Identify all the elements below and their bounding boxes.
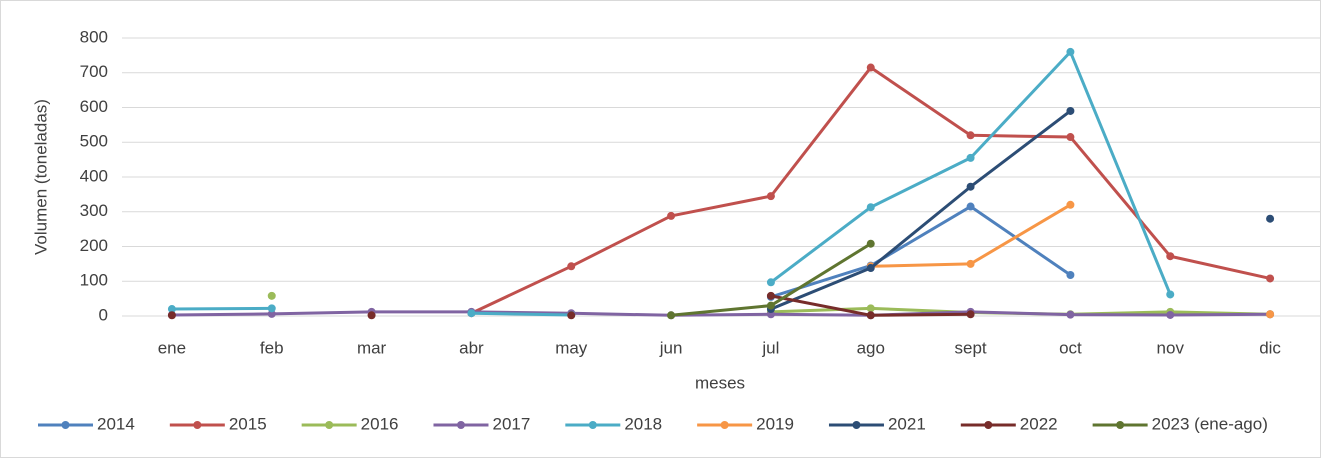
data-point [866, 311, 875, 320]
data-point [766, 301, 775, 310]
series-line [770, 205, 1072, 299]
legend-label: 2022 [1020, 414, 1058, 433]
data-point [1066, 47, 1075, 56]
data-point [167, 305, 176, 314]
x-axis-label: meses [695, 373, 745, 392]
data-point [667, 311, 676, 320]
data-point [766, 278, 775, 287]
x-tick-label: feb [260, 338, 284, 357]
x-tick-label: sept [955, 338, 987, 357]
data-point [966, 182, 975, 191]
data-point [1066, 133, 1075, 142]
data-point [1166, 252, 1175, 261]
legend-label: 2021 [888, 414, 926, 433]
x-tick-label: jun [659, 338, 683, 357]
x-tick-label: oct [1059, 338, 1082, 357]
y-tick-label: 700 [80, 62, 108, 81]
legend-marker [61, 421, 70, 429]
data-point [1266, 274, 1275, 283]
data-point [1066, 310, 1075, 319]
data-point [1166, 290, 1175, 299]
x-tick-label: may [555, 338, 588, 357]
legend-label: 2018 [624, 414, 662, 433]
data-point [1066, 200, 1075, 209]
legend-label: 2016 [361, 414, 399, 433]
data-point [567, 262, 576, 271]
legend-marker [193, 421, 202, 429]
legend-label: 2019 [756, 414, 794, 433]
data-point [866, 203, 875, 212]
y-tick-label: 600 [80, 97, 108, 116]
series-line [171, 310, 1271, 317]
data-point [667, 211, 676, 220]
y-tick-label: 500 [80, 132, 108, 151]
data-point [467, 309, 476, 318]
legend-marker [325, 421, 334, 429]
x-tick-label: abr [459, 338, 484, 357]
data-point [567, 311, 576, 320]
data-point [966, 131, 975, 140]
data-point [1066, 106, 1075, 115]
legend-marker [720, 421, 729, 429]
data-point [267, 304, 276, 313]
data-point [1266, 214, 1275, 223]
legend-marker [984, 421, 993, 429]
data-point [1166, 310, 1175, 319]
legend-label: 2014 [97, 414, 135, 433]
data-point [1066, 270, 1075, 279]
data-point [766, 192, 775, 201]
legend-label: 2023 (ene-ago) [1152, 414, 1268, 433]
data-point [866, 63, 875, 72]
data-point [966, 202, 975, 211]
x-tick-label: ago [857, 338, 885, 357]
y-tick-label: 400 [80, 166, 108, 185]
legend-label: 2015 [229, 414, 267, 433]
data-point [267, 291, 276, 300]
data-point [866, 304, 875, 313]
legend-marker [852, 421, 861, 429]
data-point [167, 311, 176, 320]
y-tick-label: 100 [80, 271, 108, 290]
y-tick-label: 800 [80, 27, 108, 46]
y-tick-label: 0 [99, 305, 108, 324]
x-tick-label: mar [357, 338, 387, 357]
data-point [766, 291, 775, 300]
data-point [866, 239, 875, 248]
data-point [966, 310, 975, 319]
x-tick-label: jul [761, 338, 779, 357]
data-point [267, 309, 276, 318]
y-axis-label: Volumen (toneladas) [31, 99, 50, 255]
y-tick-label: 300 [80, 201, 108, 220]
data-point [966, 153, 975, 162]
data-point [367, 311, 376, 320]
data-point [966, 259, 975, 268]
x-tick-label: nov [1157, 338, 1185, 357]
data-point [1266, 310, 1275, 319]
x-tick-label: dic [1259, 338, 1281, 357]
legend-marker [456, 421, 465, 429]
y-tick-label: 200 [80, 236, 108, 255]
x-tick-label: ene [158, 338, 186, 357]
legend-marker [1116, 421, 1125, 429]
data-point [866, 264, 875, 273]
legend-marker [588, 421, 597, 429]
legend-label: 2017 [492, 414, 530, 433]
